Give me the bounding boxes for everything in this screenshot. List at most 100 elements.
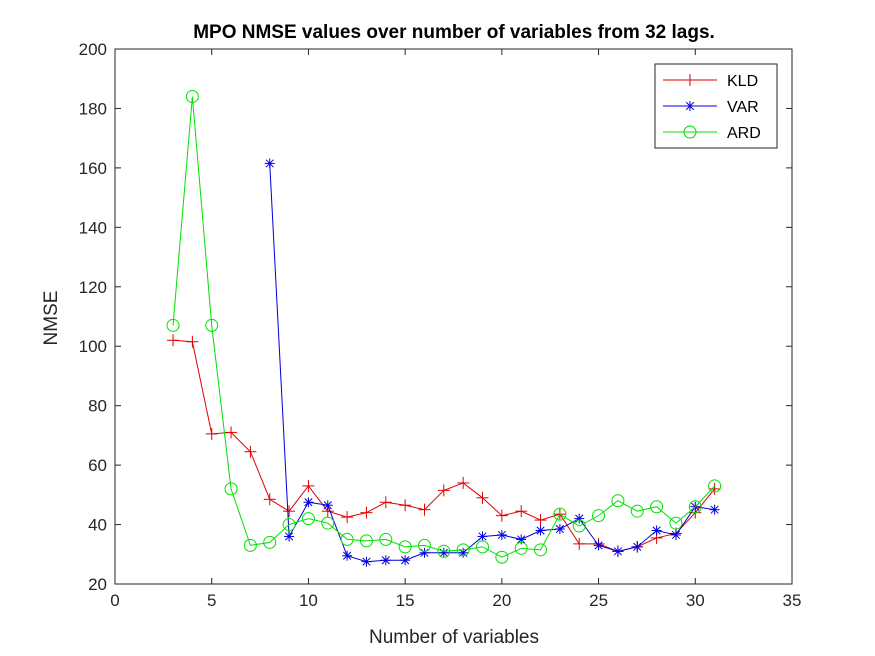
legend-label-kld: KLD	[727, 73, 758, 90]
point-kld	[515, 505, 528, 518]
y-tick-label: 100	[79, 337, 107, 356]
point-ard	[379, 532, 393, 546]
chart-title: MPO NMSE values over number of variables…	[193, 22, 715, 43]
point-var	[574, 513, 585, 524]
legend-entry-ard: ARD	[663, 125, 761, 142]
point-kld	[708, 482, 721, 495]
point-ard	[263, 535, 277, 549]
point-var	[651, 525, 662, 536]
x-tick-label: 15	[396, 591, 415, 610]
point-ard	[205, 318, 219, 332]
point-kld	[418, 503, 431, 516]
x-tick-label: 30	[686, 591, 705, 610]
y-tick-label: 80	[88, 397, 107, 416]
point-var	[361, 556, 372, 567]
point-kld	[302, 479, 315, 492]
point-var	[632, 541, 643, 552]
y-tick-label: 120	[79, 278, 107, 297]
point-var	[284, 531, 295, 542]
point-ard	[572, 519, 586, 533]
point-var	[303, 497, 314, 508]
point-ard	[185, 90, 199, 104]
legend: KLD VAR ARD	[654, 63, 778, 149]
point-kld	[399, 499, 412, 512]
legend-marker-var	[685, 101, 695, 111]
point-ard	[224, 482, 238, 496]
point-ard	[301, 512, 315, 526]
point-kld	[379, 496, 392, 509]
point-kld	[437, 484, 450, 497]
point-kld	[244, 445, 257, 458]
point-kld	[263, 493, 276, 506]
point-ard	[708, 479, 722, 493]
y-tick-label: 60	[88, 456, 107, 475]
point-ard	[437, 544, 451, 558]
point-kld	[534, 514, 547, 527]
point-var	[322, 500, 333, 511]
point-kld	[167, 334, 180, 347]
point-kld	[360, 506, 373, 519]
y-tick-label: 140	[79, 218, 107, 237]
point-ard	[592, 509, 606, 523]
point-ard	[398, 540, 412, 554]
legend-label-var: VAR	[727, 99, 759, 116]
x-tick-label: 0	[110, 591, 119, 610]
series-ard	[166, 90, 722, 564]
x-tick-label: 5	[207, 591, 216, 610]
y-axis-label: NMSE	[41, 291, 62, 346]
point-ard	[282, 518, 296, 532]
point-var	[400, 555, 411, 566]
y-tick-label: 180	[79, 99, 107, 118]
point-var	[554, 524, 565, 535]
legend-marker-kld	[684, 74, 696, 86]
point-ard	[650, 500, 664, 514]
point-ard	[514, 541, 528, 555]
point-kld	[283, 505, 296, 518]
point-kld	[205, 427, 218, 440]
point-ard	[359, 534, 373, 548]
point-ard	[534, 543, 548, 557]
x-tick-label: 20	[492, 591, 511, 610]
point-kld	[225, 426, 238, 439]
point-ard	[340, 532, 354, 546]
legend-entry-var: VAR	[663, 99, 759, 116]
x-tick-label: 25	[589, 591, 608, 610]
point-var	[593, 540, 604, 551]
point-kld	[341, 511, 354, 524]
point-var	[709, 504, 720, 515]
x-tick-label: 35	[783, 591, 802, 610]
point-ard	[669, 516, 683, 530]
y-tick-label: 160	[79, 159, 107, 178]
point-ard	[630, 504, 644, 518]
legend-marker-ard	[683, 125, 697, 139]
point-var	[342, 550, 353, 561]
point-kld	[457, 476, 470, 489]
legend-label-ard: ARD	[727, 125, 761, 142]
point-ard	[456, 543, 470, 557]
x-tick-label: 10	[299, 591, 318, 610]
y-tick-label: 200	[79, 40, 107, 59]
point-kld	[186, 335, 199, 348]
series-line-ard	[172, 96, 715, 558]
point-var	[380, 555, 391, 566]
point-kld	[573, 537, 586, 550]
point-ard	[553, 507, 567, 521]
x-axis-label: Number of variables	[369, 627, 539, 648]
point-var	[477, 531, 488, 542]
point-kld	[476, 491, 489, 504]
point-var	[496, 529, 507, 540]
point-var	[264, 158, 275, 169]
point-var	[670, 529, 681, 540]
point-var	[516, 534, 527, 545]
point-ard	[321, 516, 335, 530]
point-ard	[243, 538, 257, 552]
point-ard	[688, 500, 702, 514]
point-ard	[417, 538, 431, 552]
point-var	[612, 546, 623, 557]
point-var	[419, 547, 430, 558]
point-kld	[495, 509, 508, 522]
point-ard	[495, 550, 509, 564]
point-ard	[166, 318, 180, 332]
point-var	[535, 525, 546, 536]
